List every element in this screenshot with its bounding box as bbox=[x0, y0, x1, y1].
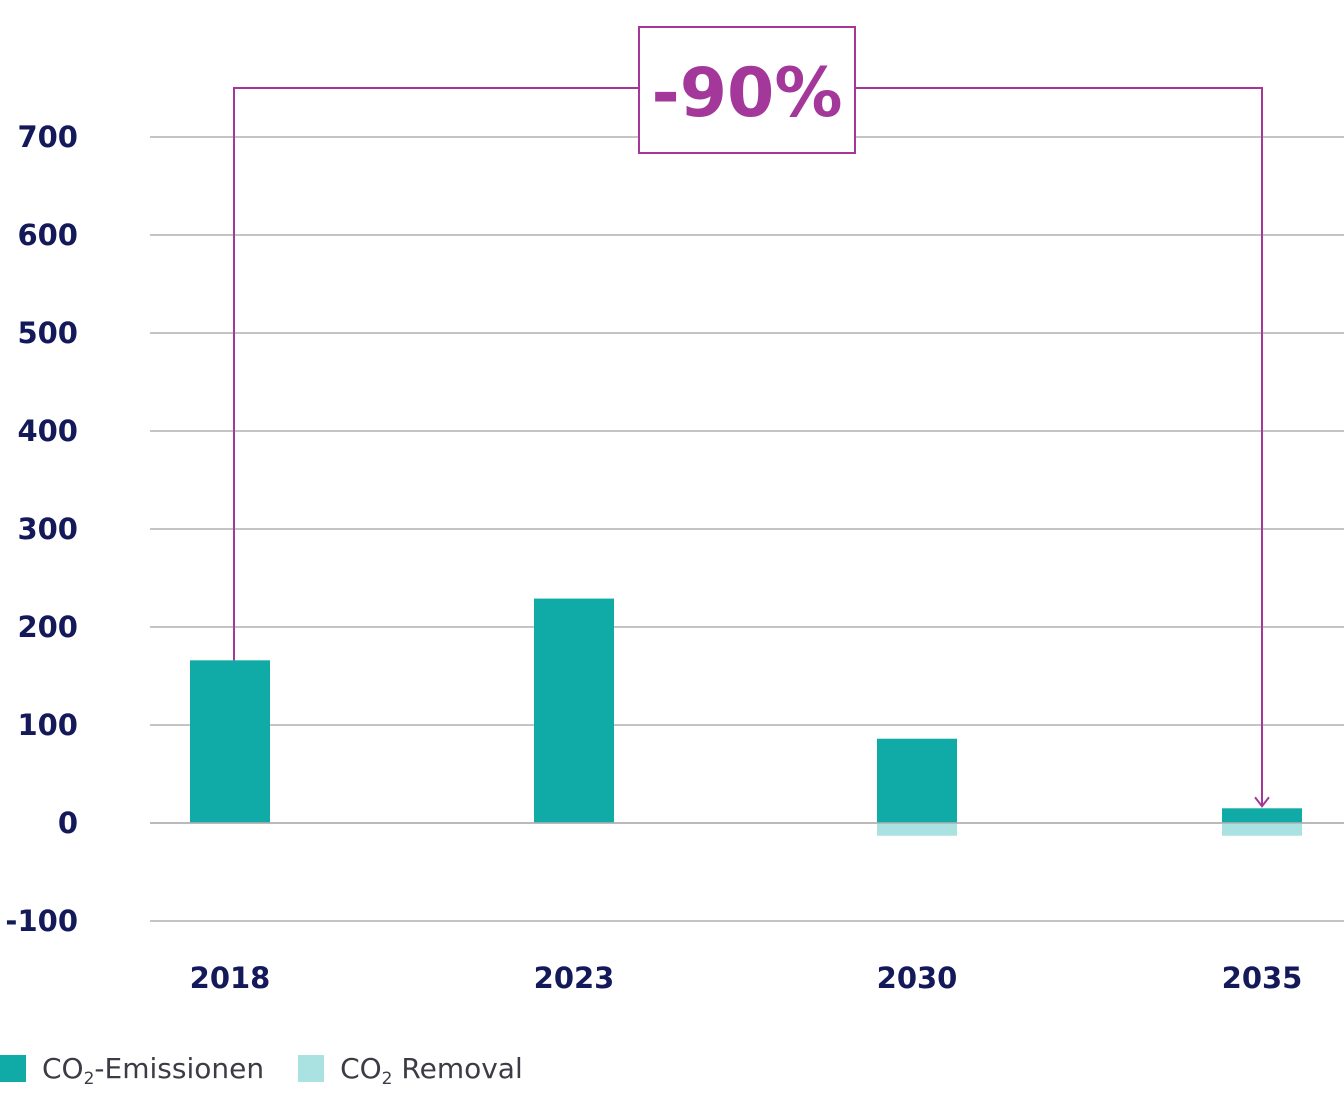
callout-label: -90% bbox=[652, 54, 843, 133]
y-tick-label: 200 bbox=[17, 610, 78, 644]
legend-swatch-removal bbox=[298, 1055, 325, 1082]
legend-swatch-emissions bbox=[0, 1055, 26, 1082]
reduction-callout: -90% bbox=[233, 26, 1270, 808]
bar-emissions bbox=[190, 660, 270, 823]
y-tick-label: 700 bbox=[17, 120, 78, 154]
callout-box bbox=[638, 26, 856, 154]
x-tick-label: 2030 bbox=[877, 961, 958, 995]
legend: CO2-Emissionen CO2 Removal bbox=[0, 1052, 557, 1089]
legend-item-removal: CO2 Removal bbox=[298, 1052, 523, 1089]
y-tick-label: 0 bbox=[58, 806, 78, 840]
bars bbox=[150, 598, 1344, 836]
callout-arrowhead bbox=[1254, 796, 1270, 808]
x-tick-label: 2035 bbox=[1222, 961, 1303, 995]
y-tick-label: 300 bbox=[17, 512, 78, 546]
bar-emissions bbox=[1222, 808, 1302, 823]
callout-bracket-line bbox=[233, 87, 1263, 807]
y-axis-ticks: 700 600 500 400 300 200 100 0 -100 bbox=[5, 120, 78, 938]
legend-label-emissions: CO2-Emissionen bbox=[42, 1052, 265, 1089]
x-axis-ticks: 2018 2023 2030 2035 bbox=[190, 961, 1303, 995]
bar-removal bbox=[1222, 823, 1302, 836]
y-tick-label: 100 bbox=[17, 708, 78, 742]
grid-lines bbox=[150, 136, 1344, 922]
bar-removal bbox=[877, 823, 957, 836]
legend-label-removal: CO2 Removal bbox=[340, 1052, 523, 1089]
y-tick-label: 400 bbox=[17, 414, 78, 448]
x-tick-label: 2023 bbox=[534, 961, 615, 995]
bar-emissions bbox=[534, 598, 614, 823]
legend-item-emissions: CO2-Emissionen bbox=[0, 1052, 265, 1089]
y-tick-label: 500 bbox=[17, 316, 78, 350]
y-tick-label: 600 bbox=[17, 218, 78, 252]
x-tick-label: 2018 bbox=[190, 961, 271, 995]
bar-emissions bbox=[877, 738, 957, 823]
y-tick-label: -100 bbox=[5, 904, 78, 938]
